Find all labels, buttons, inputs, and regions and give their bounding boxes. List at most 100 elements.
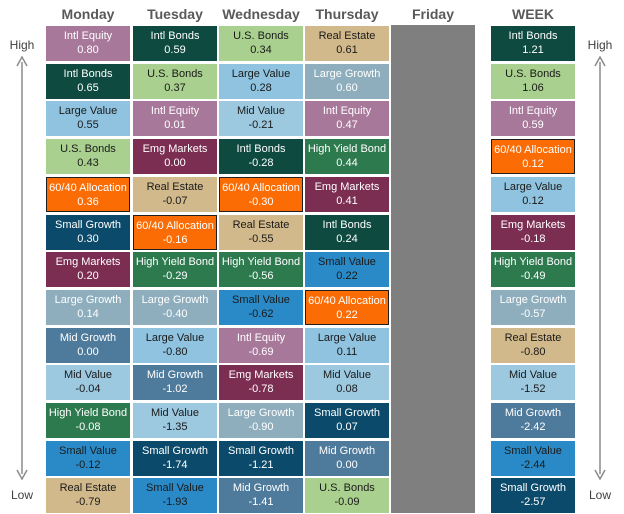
cell-wednesday-small-value: Small Value -0.62 bbox=[219, 289, 303, 325]
cell-label: High Yield Bond bbox=[221, 256, 301, 269]
cell-wednesday-intl-bonds: Intl Bonds -0.28 bbox=[219, 139, 303, 175]
cell-value: 1.06 bbox=[522, 81, 544, 94]
cell-week-60-40-allocation: 60/40 Allocation 0.12 bbox=[491, 139, 575, 175]
cell-week-mid-growth: Mid Growth -2.42 bbox=[491, 403, 575, 438]
cell-label: Emg Markets bbox=[500, 218, 566, 231]
cell-value: -0.12 bbox=[75, 458, 101, 471]
cell-value: 0.00 bbox=[336, 458, 358, 471]
cell-value: -0.29 bbox=[162, 270, 188, 283]
cell-value: -1.21 bbox=[248, 458, 274, 471]
cell-value: 0.59 bbox=[164, 44, 186, 56]
friday-column-empty bbox=[391, 25, 475, 513]
cell-value: -0.09 bbox=[334, 496, 360, 509]
cell-label: High Yield Bond bbox=[493, 256, 573, 269]
cell-thursday-u-s-bonds: U.S. Bonds -0.09 bbox=[305, 478, 389, 514]
cell-week-high-yield-bond: High Yield Bond -0.49 bbox=[491, 252, 575, 288]
cell-value: -1.41 bbox=[248, 496, 274, 509]
cell-value: -0.30 bbox=[248, 195, 274, 208]
cell-value: 0.07 bbox=[336, 421, 358, 433]
cell-monday-intl-bonds: Intl Bonds 0.65 bbox=[46, 63, 130, 99]
cell-value: -2.57 bbox=[520, 496, 546, 509]
cell-label: Intl Bonds bbox=[322, 218, 372, 231]
cell-monday-intl-equity: Intl Equity 0.80 bbox=[46, 26, 130, 61]
cell-thursday-small-value: Small Value 0.22 bbox=[305, 252, 389, 288]
header-friday: Friday bbox=[411, 6, 454, 22]
cell-wednesday-large-value: Large Value 0.28 bbox=[219, 63, 303, 99]
cell-value: 0.37 bbox=[164, 81, 186, 94]
cell-label: Intl Equity bbox=[322, 105, 372, 118]
cell-label: Mid Value bbox=[150, 407, 200, 419]
cell-value: 0.41 bbox=[336, 194, 358, 207]
cell-value: -1.74 bbox=[162, 458, 188, 471]
cell-value: 0.65 bbox=[77, 81, 99, 94]
cell-value: -0.18 bbox=[520, 232, 546, 245]
cell-value: 0.44 bbox=[336, 157, 358, 170]
cell-value: -0.80 bbox=[520, 345, 546, 358]
header-monday: Monday bbox=[61, 6, 115, 22]
cell-label: 60/40 Allocation bbox=[494, 144, 572, 157]
cell-week-large-value: Large Value 0.12 bbox=[491, 176, 575, 212]
cell-label: Intl Bonds bbox=[508, 30, 558, 42]
cell-monday-mid-value: Mid Value -0.04 bbox=[46, 365, 130, 401]
cell-value: -0.07 bbox=[162, 194, 188, 207]
cell-label: 60/40 Allocation bbox=[49, 181, 127, 194]
cell-wednesday-mid-value: Mid Value -0.21 bbox=[219, 101, 303, 137]
cell-label: Large Growth bbox=[54, 293, 122, 306]
cell-wednesday-intl-equity: Intl Equity -0.69 bbox=[219, 327, 303, 363]
cell-monday-small-value: Small Value -0.12 bbox=[46, 440, 130, 476]
cell-label: Small Value bbox=[318, 256, 376, 269]
high-label-right: High bbox=[587, 38, 613, 52]
cell-value: -0.69 bbox=[248, 345, 274, 358]
cell-monday-small-growth: Small Growth 0.30 bbox=[46, 214, 130, 250]
cell-tuesday-large-value: Large Value -0.80 bbox=[133, 327, 217, 363]
cell-value: 0.80 bbox=[77, 44, 99, 56]
cell-wednesday-high-yield-bond: High Yield Bond -0.56 bbox=[219, 252, 303, 288]
cell-label: 60/40 Allocation bbox=[222, 181, 300, 194]
cell-value: 0.14 bbox=[77, 307, 99, 320]
cell-thursday-real-estate: Real Estate 0.61 bbox=[305, 26, 389, 61]
cell-thursday-mid-value: Mid Value 0.08 bbox=[305, 365, 389, 401]
cell-thursday-large-growth: Large Growth 0.60 bbox=[305, 63, 389, 99]
cell-thursday-small-growth: Small Growth 0.07 bbox=[305, 403, 389, 438]
cell-monday-large-value: Large Value 0.55 bbox=[46, 101, 130, 137]
cell-label: Small Value bbox=[232, 293, 290, 306]
cell-label: Intl Equity bbox=[150, 105, 200, 118]
cell-label: Mid Value bbox=[63, 369, 113, 382]
cell-value: -0.78 bbox=[248, 383, 274, 396]
cell-label: Large Value bbox=[503, 180, 563, 193]
cell-label: Small Value bbox=[59, 444, 117, 457]
cell-label: Large Value bbox=[58, 105, 118, 118]
cell-label: Small Value bbox=[504, 444, 562, 457]
cell-value: -1.52 bbox=[520, 383, 546, 396]
cell-value: -0.62 bbox=[248, 307, 274, 320]
cell-value: 0.47 bbox=[336, 119, 358, 132]
cell-value: 0.08 bbox=[336, 383, 358, 396]
cell-wednesday-small-growth: Small Growth -1.21 bbox=[219, 440, 303, 476]
cell-thursday-mid-growth: Mid Growth 0.00 bbox=[305, 440, 389, 476]
cell-tuesday-intl-bonds: Intl Bonds 0.59 bbox=[133, 26, 217, 61]
cell-label: Real Estate bbox=[504, 331, 562, 344]
cell-week-intl-equity: Intl Equity 0.59 bbox=[491, 101, 575, 137]
cell-value: 0.36 bbox=[77, 195, 99, 208]
cell-thursday-intl-bonds: Intl Bonds 0.24 bbox=[305, 214, 389, 250]
cell-tuesday-mid-growth: Mid Growth -1.02 bbox=[133, 365, 217, 401]
high-label-left: High bbox=[9, 38, 35, 52]
cell-tuesday-u-s-bonds: U.S. Bonds 0.37 bbox=[133, 63, 217, 99]
cell-thursday-emg-markets: Emg Markets 0.41 bbox=[305, 176, 389, 212]
cell-value: 0.22 bbox=[336, 308, 358, 321]
cell-label: High Yield Bond bbox=[135, 256, 215, 269]
header-wednesday: Wednesday bbox=[222, 6, 300, 22]
cell-label: Large Growth bbox=[499, 293, 567, 306]
cell-value: 0.11 bbox=[336, 345, 358, 358]
cell-value: -1.02 bbox=[162, 383, 188, 396]
cell-week-emg-markets: Emg Markets -0.18 bbox=[491, 214, 575, 250]
cell-wednesday-real-estate: Real Estate -0.55 bbox=[219, 214, 303, 250]
cell-label: Large Growth bbox=[313, 67, 381, 80]
high-low-arrow-left bbox=[16, 56, 28, 480]
cell-tuesday-emg-markets: Emg Markets 0.00 bbox=[133, 139, 217, 175]
cell-wednesday-mid-growth: Mid Growth -1.41 bbox=[219, 478, 303, 514]
cell-label: Small Growth bbox=[141, 444, 209, 457]
cell-label: Large Growth bbox=[141, 293, 209, 306]
header-tuesday: Tuesday bbox=[147, 6, 203, 22]
cell-label: U.S. Bonds bbox=[233, 30, 289, 42]
